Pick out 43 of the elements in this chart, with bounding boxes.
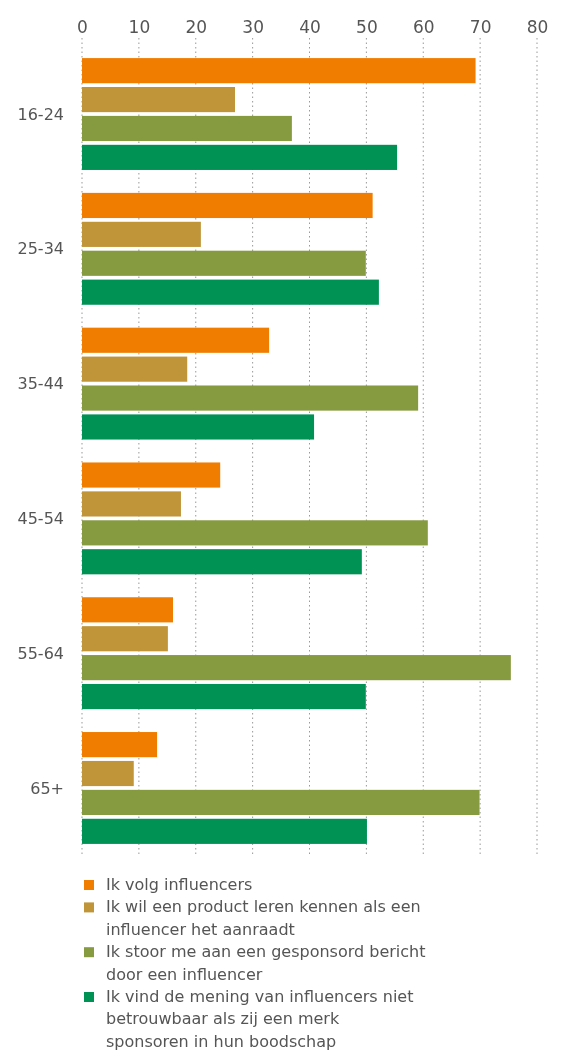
bar — [82, 192, 373, 219]
bar — [82, 549, 362, 575]
y-tick-label: 55-64 — [17, 643, 64, 663]
x-tick-label: 70 — [469, 17, 492, 38]
bar — [82, 221, 201, 247]
x-tick-label: 30 — [242, 17, 264, 38]
legend-label: Ik volg influencers — [106, 875, 253, 894]
bar — [82, 144, 398, 170]
bar — [82, 356, 188, 382]
y-tick-label: 16-24 — [17, 104, 64, 124]
bar — [82, 732, 158, 758]
bar — [82, 760, 134, 787]
bar — [82, 462, 221, 488]
bar — [82, 115, 292, 142]
bar — [82, 818, 367, 844]
bar — [82, 789, 480, 815]
bar — [82, 597, 173, 623]
x-tick-label: 60 — [412, 17, 435, 38]
bar — [82, 87, 235, 113]
x-tick-label: 80 — [526, 17, 549, 38]
bar — [82, 683, 366, 710]
x-tick-label: 20 — [185, 17, 208, 38]
bar — [82, 491, 181, 517]
legend-label: Ik wil een product leren kennen als een influencer het aanraadt — [106, 897, 421, 939]
x-tick-label: 0 — [77, 17, 88, 38]
x-tick-label: 10 — [128, 17, 151, 38]
bar — [82, 250, 366, 276]
x-tick-label: 40 — [299, 17, 321, 38]
bar — [82, 279, 379, 305]
y-tick-label: 25-34 — [17, 239, 64, 259]
bar — [82, 385, 419, 411]
bar — [82, 414, 315, 440]
y-tick-label: 65+ — [30, 778, 64, 798]
bar — [82, 520, 428, 546]
bar — [82, 327, 270, 353]
bar — [82, 58, 476, 84]
y-tick-label: 35-44 — [17, 374, 64, 394]
y-tick-label: 45-54 — [17, 508, 64, 528]
legend-label: Ik vind de mening van influencers niet betrouwbaar als zij een merk sponsoren in hun boodschap — [106, 987, 414, 1051]
x-tick-label: 50 — [356, 17, 378, 38]
bar — [82, 655, 511, 681]
bar — [82, 626, 168, 652]
legend-label: Ik stoor me aan een gesponsord bericht door een influencer — [106, 942, 426, 984]
